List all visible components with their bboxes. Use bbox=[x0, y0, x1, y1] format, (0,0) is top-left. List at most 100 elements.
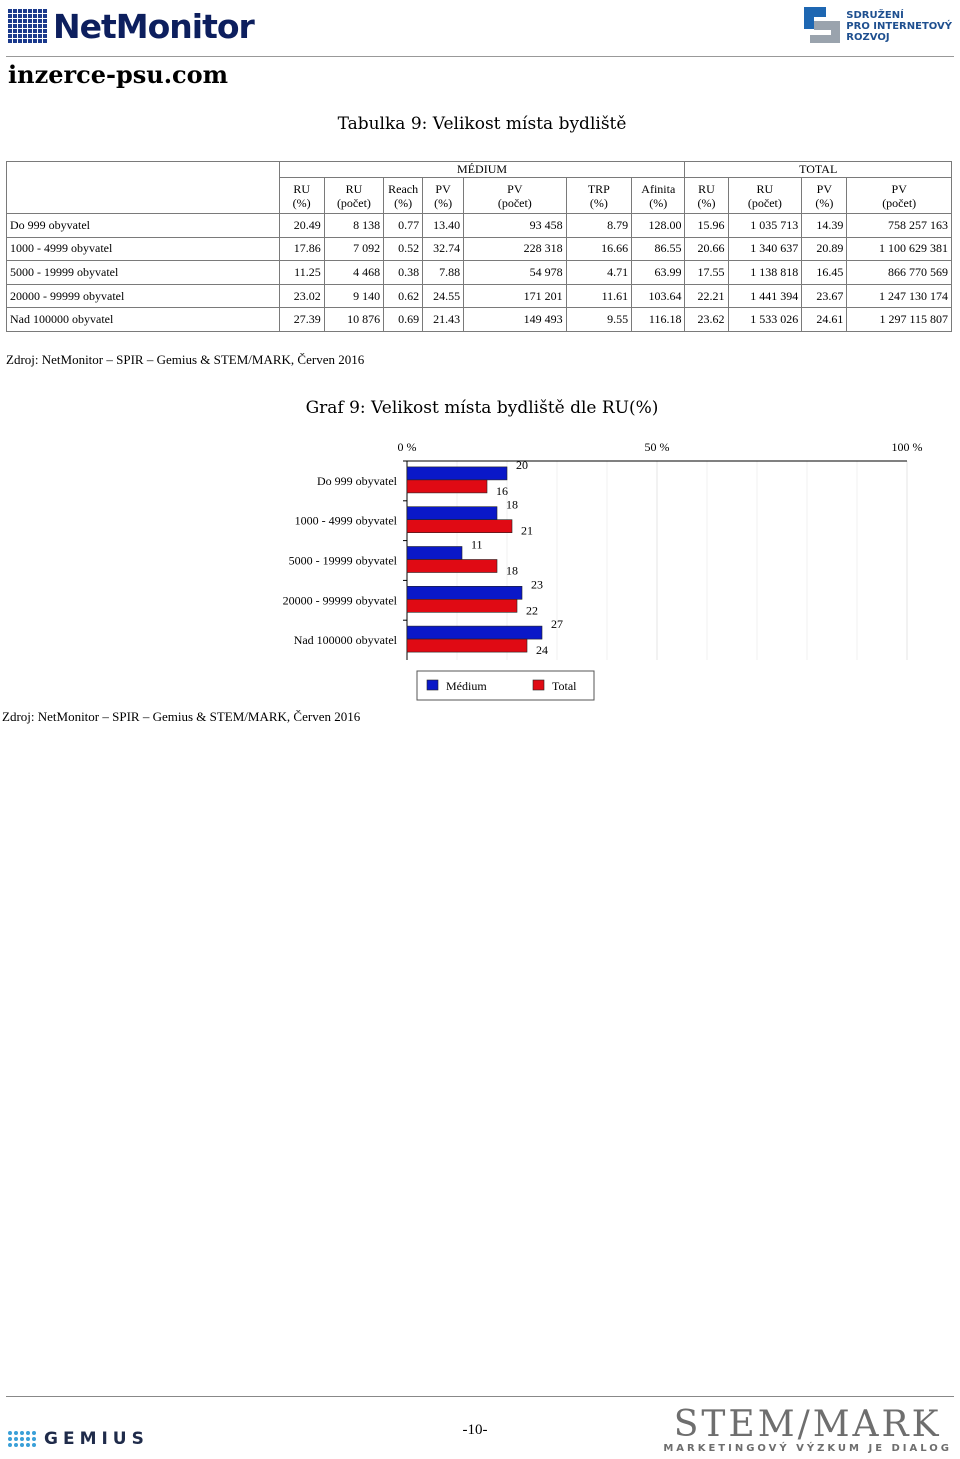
table-group-header-row: MÉDIUM TOTAL bbox=[6, 161, 952, 214]
row-label: 1000 - 4999 obyvatel bbox=[6, 236, 280, 262]
tick-label: 100 % bbox=[892, 440, 923, 454]
bar-chart: 0 % 50 % 100 % Do 999 obyvatel 20 16 1000 - 49… bbox=[283, 440, 923, 701]
table-cell: 171 201 bbox=[463, 283, 567, 309]
table-cell: 93 458 bbox=[463, 213, 567, 238]
bar-médium bbox=[406, 506, 498, 520]
table-cell: 116.18 bbox=[631, 307, 686, 332]
table-cell: 21.43 bbox=[422, 307, 465, 332]
column-header: PV (%) bbox=[801, 177, 848, 214]
table-cell: 23.67 bbox=[801, 283, 848, 309]
table-cell: 15.96 bbox=[684, 213, 729, 238]
bar-médium bbox=[406, 466, 508, 481]
gemius-logo: GEMIUS bbox=[8, 1429, 149, 1449]
bar-médium bbox=[406, 546, 463, 560]
table-cell: 14.39 bbox=[801, 213, 848, 238]
bar-total bbox=[406, 559, 498, 573]
footer-divider bbox=[6, 1396, 954, 1397]
table-cell: 1 297 115 807 bbox=[846, 307, 952, 332]
table-cell: 16.66 bbox=[565, 236, 633, 262]
table-title: Tabulka 9: Velikost místa bydliště bbox=[337, 114, 627, 134]
table-cell: 23.02 bbox=[278, 283, 325, 309]
stem-mark-logo: STEM/MARK MARKETINGOVÝ VÝZKUM JE DIALOG bbox=[663, 1404, 952, 1455]
bar-total bbox=[406, 519, 513, 533]
table-cell: 1 340 637 bbox=[727, 236, 803, 262]
data-label: 22 bbox=[526, 603, 538, 617]
netmonitor-dots-icon bbox=[8, 9, 47, 43]
column-header: PV (počet) bbox=[463, 177, 567, 214]
table-cell: 0.52 bbox=[383, 236, 424, 262]
legend-label: Médium bbox=[446, 679, 487, 693]
row-label: Nad 100000 obyvatel bbox=[6, 307, 280, 332]
table-cell: 0.38 bbox=[383, 260, 424, 285]
table-cell: 24.55 bbox=[422, 283, 465, 309]
table-cell: 10 876 bbox=[323, 307, 385, 332]
bar-total bbox=[406, 599, 518, 613]
table-cell: 9 140 bbox=[323, 283, 385, 309]
table-cell: 16.45 bbox=[801, 260, 848, 285]
table-cell: 11.25 bbox=[278, 260, 325, 285]
table-corner-cell bbox=[6, 161, 280, 214]
data-label: 27 bbox=[551, 617, 563, 631]
table-body: Do 999 obyvatel 20.49 8 138 0.77 13.40 93 458… bbox=[6, 213, 952, 332]
table-cell: 0.77 bbox=[383, 213, 424, 238]
column-header: RU (počet) bbox=[323, 177, 385, 214]
table-cell: 1 138 818 bbox=[727, 260, 803, 285]
bar-total bbox=[406, 479, 488, 494]
stem-mark-tagline: MARKETINGOVÝ VÝZKUM JE DIALOG bbox=[663, 1443, 952, 1454]
data-label: 20 bbox=[516, 458, 528, 472]
table-cell: 20.89 bbox=[801, 236, 848, 262]
row-label: Do 999 obyvatel bbox=[6, 213, 280, 238]
data-label: 18 bbox=[506, 564, 518, 578]
data-label: 11 bbox=[471, 538, 483, 552]
data-label: 24 bbox=[536, 643, 548, 657]
category-label: Nad 100000 obyvatel bbox=[294, 633, 398, 647]
table-cell: 8.79 bbox=[565, 213, 633, 238]
table-cell: 17.86 bbox=[278, 236, 325, 262]
table-row: 1000 - 4999 obyvatel 17.86 7 092 0.52 32.74 2… bbox=[6, 236, 952, 262]
data-table: MÉDIUM TOTAL RU (%) RU (počet) Reach (%) PV (%)… bbox=[6, 161, 952, 332]
table-source-note: Zdroj: NetMonitor – SPIR – Gemius & STEM… bbox=[6, 352, 365, 367]
site-name: inzerce-psu.com bbox=[8, 60, 229, 89]
table-cell: 4.71 bbox=[565, 260, 633, 285]
column-header: PV (počet) bbox=[846, 177, 952, 214]
table-cell: 1 100 629 381 bbox=[846, 236, 952, 262]
table-cell: 86.55 bbox=[631, 236, 686, 262]
table-cell: 1 533 026 bbox=[727, 307, 803, 332]
table-cell: 32.74 bbox=[422, 236, 465, 262]
column-header: RU (%) bbox=[684, 177, 729, 214]
header-divider bbox=[6, 56, 954, 57]
row-label: 5000 - 19999 obyvatel bbox=[6, 260, 280, 285]
table-cell: 7.88 bbox=[422, 260, 465, 285]
legend-label: Total bbox=[552, 679, 577, 693]
table-cell: 128.00 bbox=[631, 213, 686, 238]
table-cell: 7 092 bbox=[323, 236, 385, 262]
column-header: PV (%) bbox=[422, 177, 465, 214]
table-cell: 0.69 bbox=[383, 307, 424, 332]
table-cell: 8 138 bbox=[323, 213, 385, 238]
row-label: 20000 - 99999 obyvatel bbox=[6, 283, 280, 309]
table-cell: 103.64 bbox=[631, 283, 686, 309]
table-cell: 1 441 394 bbox=[727, 283, 803, 309]
column-header: RU (počet) bbox=[727, 177, 803, 214]
column-header: Reach (%) bbox=[383, 177, 424, 214]
data-label: 16 bbox=[496, 484, 508, 498]
table-cell: 22.21 bbox=[684, 283, 729, 309]
gemius-logo-text: GEMIUS bbox=[44, 1429, 149, 1449]
table-column-header-row: RU (%) RU (počet) Reach (%) PV (%) PV (počet) TRP(… bbox=[7, 177, 952, 214]
chart-title: Graf 9: Velikost místa bydliště dle RU(%… bbox=[305, 398, 659, 418]
bar-médium bbox=[406, 586, 523, 600]
category-label: Do 999 obyvatel bbox=[317, 474, 398, 488]
table-cell: 17.55 bbox=[684, 260, 729, 285]
bar-médium bbox=[406, 625, 543, 640]
table-cell: 1 247 130 174 bbox=[846, 283, 952, 309]
table-cell: 1 035 713 bbox=[727, 213, 803, 238]
column-header: RU (%) bbox=[278, 177, 325, 214]
table-cell: 149 493 bbox=[463, 307, 567, 332]
spir-logo: SDRUŽENÍ PRO INTERNETOVÝ ROZVOJ bbox=[804, 6, 952, 46]
netmonitor-logo-text: NetMonitor bbox=[53, 6, 255, 46]
data-label: 21 bbox=[521, 524, 533, 538]
table-cell: 0.62 bbox=[383, 283, 424, 309]
legend-swatch bbox=[532, 679, 545, 691]
table-cell: 11.61 bbox=[565, 283, 633, 309]
stem-mark-logo-text: STEM/MARK bbox=[673, 1404, 942, 1445]
